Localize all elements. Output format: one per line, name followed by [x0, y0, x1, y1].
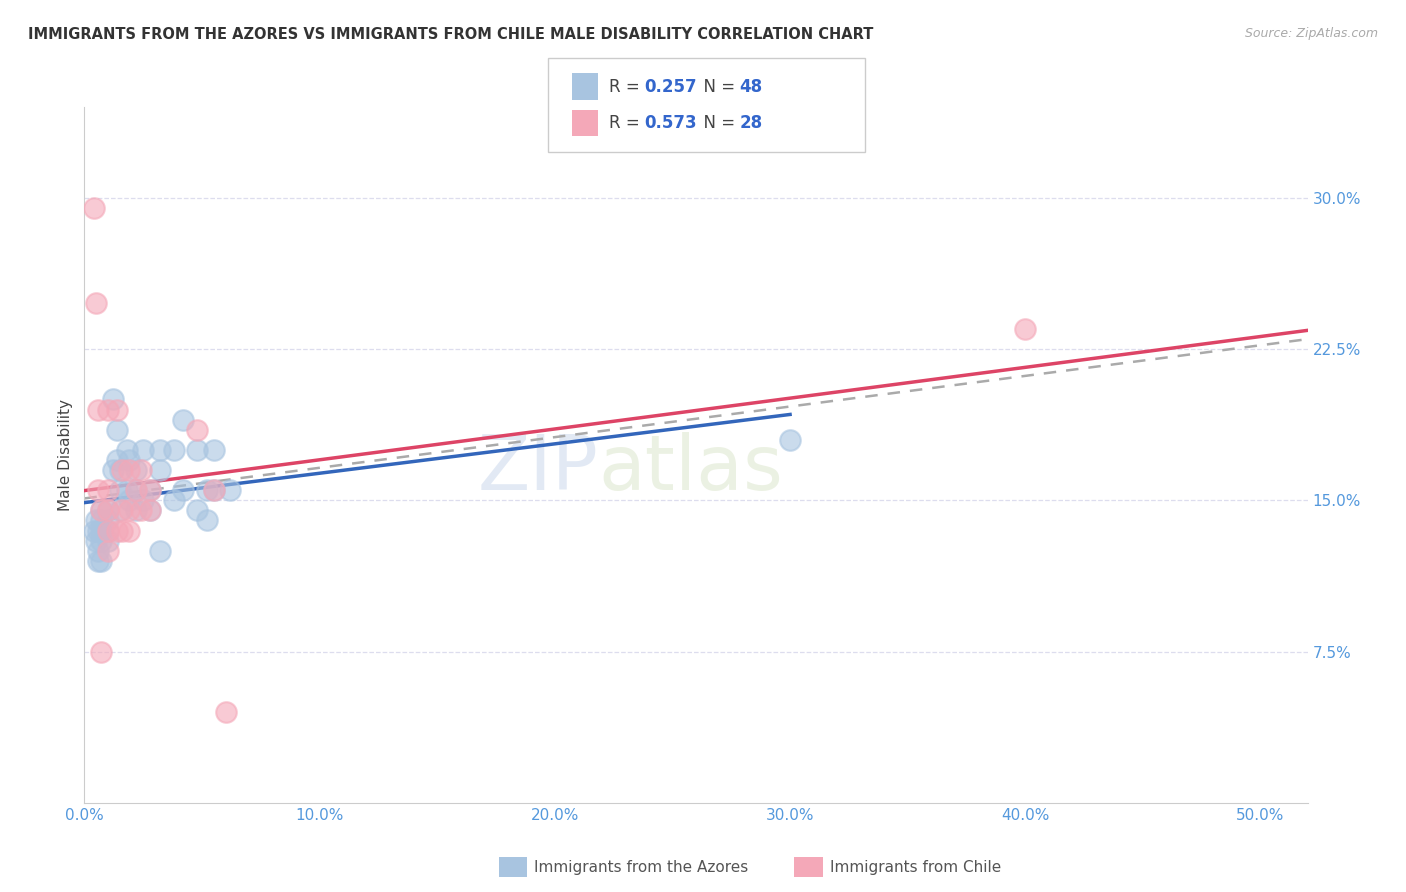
Point [90, 554, 112, 568]
Point [90, 503, 112, 517]
Point [779, 433, 801, 447]
Point [97, 503, 120, 517]
Text: 0.257: 0.257 [644, 78, 696, 95]
Point [101, 392, 124, 407]
Point [111, 463, 134, 477]
Point [105, 402, 128, 417]
Point [149, 442, 172, 457]
Text: ZIP: ZIP [477, 432, 598, 506]
Text: IMMIGRANTS FROM THE AZORES VS IMMIGRANTS FROM CHILE MALE DISABILITY CORRELATION : IMMIGRANTS FROM THE AZORES VS IMMIGRANTS… [28, 27, 873, 42]
Text: R =: R = [609, 114, 645, 132]
Point [172, 412, 194, 426]
Point [118, 524, 141, 538]
Point [125, 483, 148, 498]
Point [115, 442, 138, 457]
Point [84, 513, 107, 527]
Point [214, 705, 236, 719]
Point [108, 503, 131, 517]
Point [90, 513, 112, 527]
Point [125, 463, 148, 477]
Point [84, 295, 107, 310]
Point [90, 644, 112, 658]
Text: 48: 48 [740, 78, 762, 95]
Point [83, 524, 105, 538]
Point [97, 524, 120, 538]
Text: atlas: atlas [598, 432, 783, 506]
Point [108, 463, 131, 477]
Text: N =: N = [693, 114, 741, 132]
Point [83, 201, 105, 215]
Point [87, 524, 110, 538]
Point [118, 453, 141, 467]
Point [186, 503, 208, 517]
Point [139, 503, 162, 517]
Point [87, 554, 110, 568]
Point [202, 483, 225, 498]
Point [139, 483, 162, 498]
Point [97, 524, 120, 538]
Text: Immigrants from the Azores: Immigrants from the Azores [534, 860, 748, 874]
Point [84, 533, 107, 548]
Text: R =: R = [609, 78, 645, 95]
Point [125, 503, 148, 517]
Text: N =: N = [693, 78, 741, 95]
Point [163, 493, 186, 508]
Point [186, 423, 208, 437]
Point [105, 453, 128, 467]
Point [97, 533, 120, 548]
Point [139, 483, 162, 498]
Point [195, 513, 218, 527]
Point [118, 463, 141, 477]
Text: 28: 28 [740, 114, 762, 132]
Point [115, 483, 138, 498]
Point [108, 483, 131, 498]
Point [97, 483, 120, 498]
Point [87, 483, 110, 498]
Point [149, 463, 172, 477]
Point [219, 483, 242, 498]
Point [132, 493, 155, 508]
Point [195, 483, 218, 498]
Point [118, 493, 141, 508]
Y-axis label: Male Disability: Male Disability [58, 399, 73, 511]
Point [118, 503, 141, 517]
Point [129, 463, 152, 477]
Point [202, 483, 225, 498]
Point [87, 402, 110, 417]
Point [129, 503, 152, 517]
Point [101, 463, 124, 477]
Point [172, 483, 194, 498]
Point [87, 543, 110, 558]
Point [105, 524, 128, 538]
Point [97, 543, 120, 558]
Text: 0.573: 0.573 [644, 114, 696, 132]
Point [139, 503, 162, 517]
Point [149, 543, 172, 558]
Point [90, 524, 112, 538]
Point [202, 442, 225, 457]
Point [90, 533, 112, 548]
Point [163, 442, 186, 457]
Point [97, 402, 120, 417]
Text: Source: ZipAtlas.com: Source: ZipAtlas.com [1244, 27, 1378, 40]
Point [90, 503, 112, 517]
Point [132, 442, 155, 457]
Point [97, 513, 120, 527]
Text: Immigrants from Chile: Immigrants from Chile [830, 860, 1001, 874]
Point [111, 524, 134, 538]
Point [111, 503, 134, 517]
Point [105, 423, 128, 437]
Point [186, 442, 208, 457]
Point [125, 483, 148, 498]
Point [97, 503, 120, 517]
Point [1014, 322, 1036, 336]
